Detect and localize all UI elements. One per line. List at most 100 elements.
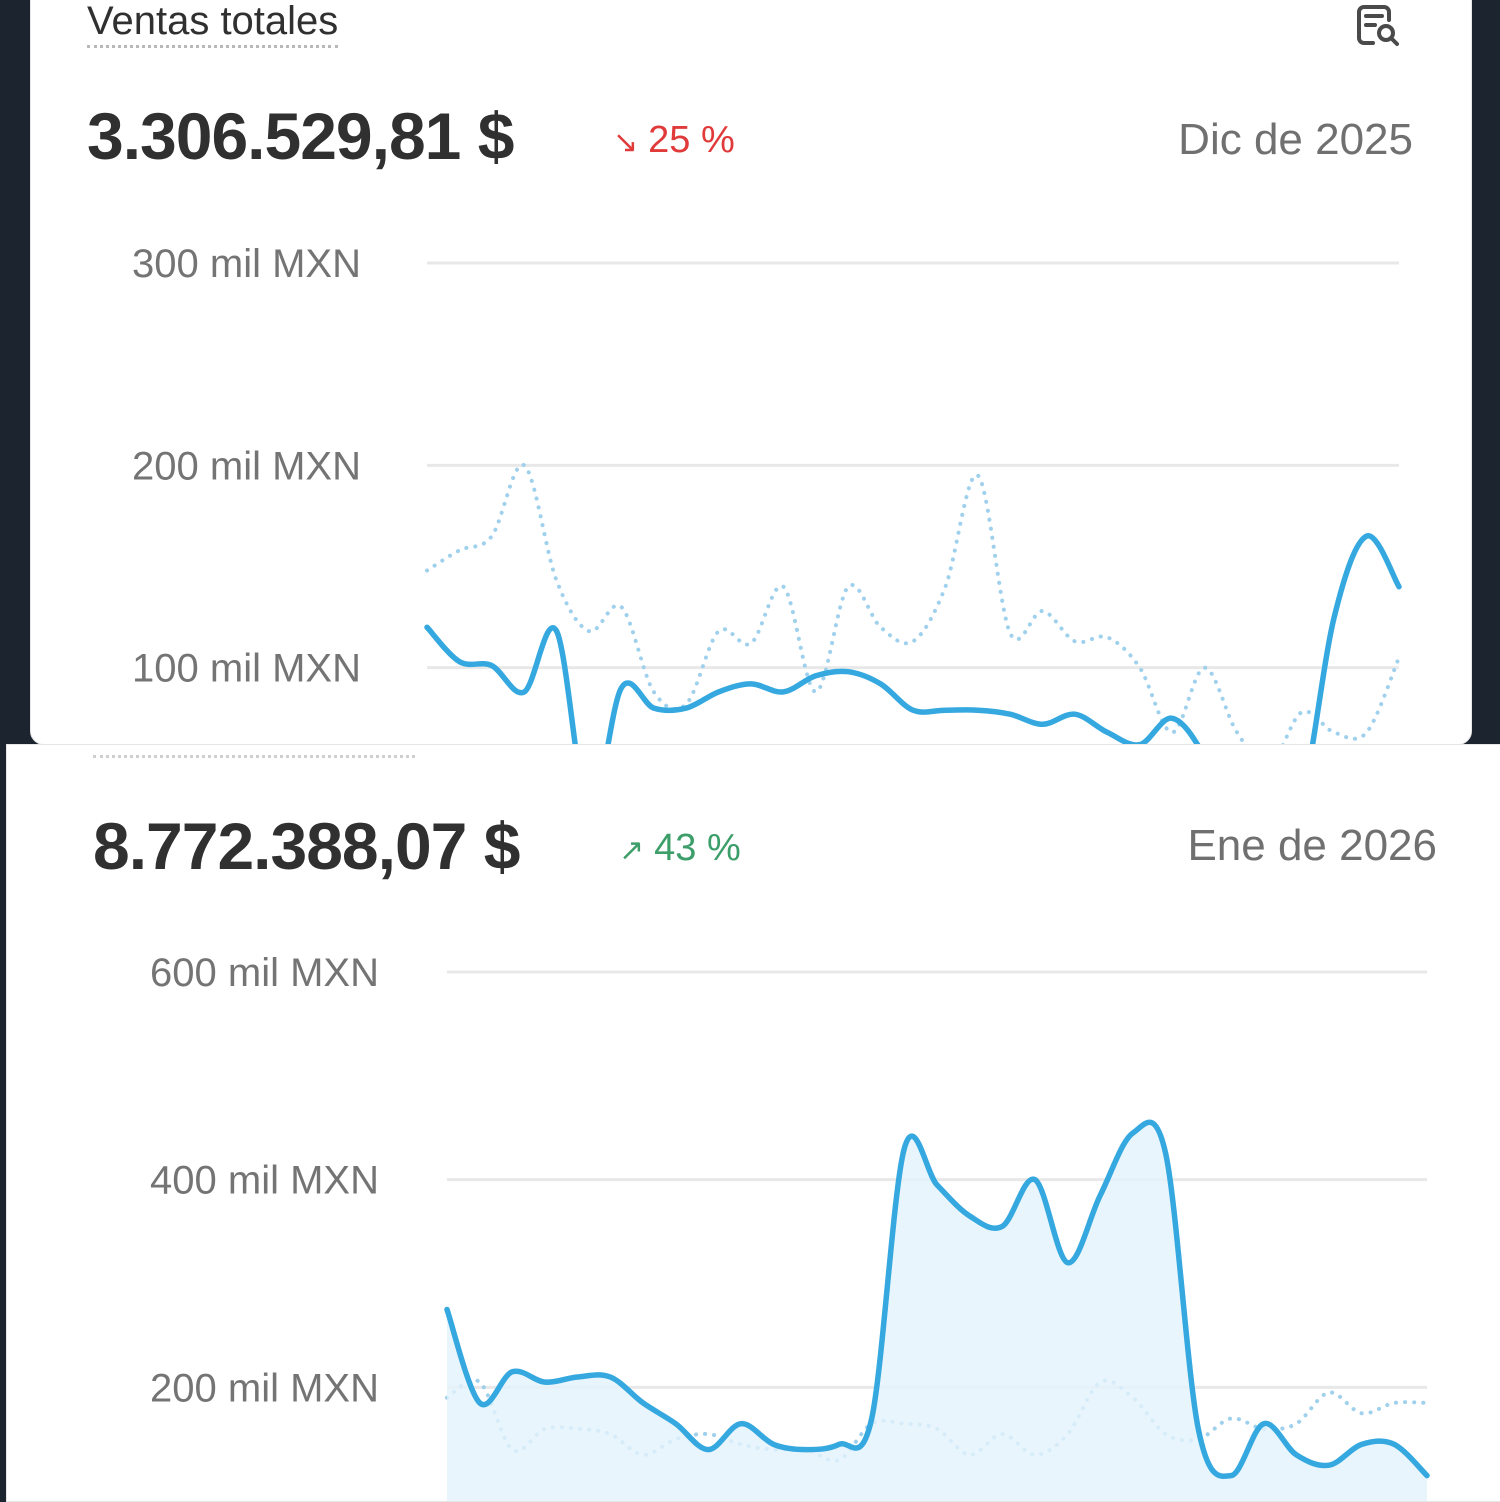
total-sales-value: 8.772.388,07 $ — [93, 809, 520, 883]
data-point[interactable] — [731, 1414, 751, 1434]
data-point[interactable] — [903, 631, 923, 651]
data-point[interactable] — [838, 577, 858, 597]
data-point[interactable] — [773, 577, 793, 597]
data-point[interactable] — [968, 465, 988, 485]
data-point[interactable] — [676, 698, 696, 718]
data-point[interactable] — [1324, 607, 1344, 627]
data-point[interactable] — [829, 1434, 849, 1454]
data-point[interactable] — [1221, 1409, 1241, 1429]
data-point[interactable] — [579, 621, 599, 641]
data-point[interactable] — [903, 700, 923, 720]
data-point[interactable] — [1357, 722, 1377, 742]
data-point[interactable] — [568, 1367, 588, 1387]
data-point[interactable] — [862, 1409, 882, 1429]
data-point[interactable] — [449, 540, 469, 560]
data-point[interactable] — [417, 617, 437, 637]
data-point[interactable] — [1000, 704, 1020, 724]
data-point[interactable] — [1058, 1253, 1078, 1273]
data-point[interactable] — [1286, 1414, 1306, 1434]
data-point[interactable] — [1130, 658, 1150, 678]
data-point[interactable] — [1292, 702, 1312, 722]
data-point[interactable] — [806, 666, 826, 686]
data-point[interactable] — [600, 1367, 620, 1387]
data-point[interactable] — [960, 1206, 980, 1226]
data-point[interactable] — [927, 1175, 947, 1195]
data-point[interactable] — [698, 1440, 718, 1460]
period-label[interactable]: Dic de 2025 — [1178, 115, 1413, 164]
data-point[interactable] — [871, 617, 891, 637]
trend-down-icon: ↘ — [613, 126, 639, 159]
data-point[interactable] — [611, 678, 631, 698]
data-point[interactable] — [1162, 708, 1182, 728]
data-point[interactable] — [1188, 1419, 1208, 1439]
data-point[interactable] — [871, 674, 891, 694]
data-point[interactable] — [611, 597, 631, 617]
data-point[interactable] — [633, 1393, 653, 1413]
data-point[interactable] — [1324, 722, 1344, 742]
data-point[interactable] — [1090, 1185, 1110, 1205]
data-point[interactable] — [741, 674, 761, 694]
change-badge: ↗ 43 % — [619, 828, 741, 871]
series-line — [444, 1119, 1430, 1479]
data-point[interactable] — [1156, 1144, 1176, 1164]
data-point[interactable] — [535, 1372, 555, 1392]
data-point[interactable] — [449, 652, 469, 672]
data-point[interactable] — [773, 682, 793, 702]
data-point[interactable] — [796, 1440, 816, 1460]
data-point[interactable] — [1254, 1414, 1274, 1434]
data-point[interactable] — [502, 1362, 522, 1382]
sales-chart[interactable]: 600 mil MXN 400 mil MXN 200 mil MXN — [7, 745, 1500, 1501]
data-point[interactable] — [1033, 714, 1053, 734]
data-point[interactable] — [1000, 623, 1020, 643]
data-point[interactable] — [992, 1216, 1012, 1236]
data-point[interactable] — [437, 1300, 457, 1320]
data-point[interactable] — [514, 682, 534, 702]
data-point[interactable] — [1319, 1455, 1339, 1475]
series-line — [425, 463, 1401, 744]
data-point[interactable] — [935, 577, 955, 597]
data-point[interactable] — [547, 621, 567, 641]
data-point[interactable] — [1033, 601, 1053, 621]
data-point[interactable] — [968, 700, 988, 720]
data-point[interactable] — [1227, 722, 1247, 742]
data-point[interactable] — [838, 662, 858, 682]
data-point[interactable] — [1065, 704, 1085, 724]
data-point[interactable] — [1286, 1445, 1306, 1465]
data-point[interactable] — [1384, 1434, 1404, 1454]
y-tick-label: 400 mil MXN — [150, 1159, 379, 1203]
data-point[interactable] — [935, 700, 955, 720]
data-point[interactable] — [1025, 1170, 1045, 1190]
data-point[interactable] — [1357, 526, 1377, 546]
data-point[interactable] — [709, 621, 729, 641]
data-point[interactable] — [1389, 648, 1409, 668]
data-point[interactable] — [644, 698, 664, 718]
data-point[interactable] — [1097, 722, 1117, 742]
data-point[interactable] — [1352, 1403, 1372, 1423]
data-point[interactable] — [1384, 1393, 1404, 1413]
data-point[interactable] — [1123, 1123, 1143, 1143]
data-point[interactable] — [1417, 1466, 1437, 1486]
data-point[interactable] — [547, 571, 567, 591]
data-point[interactable] — [894, 1139, 914, 1159]
data-point[interactable] — [482, 656, 502, 676]
period-label[interactable]: Ene de 2026 — [1187, 821, 1437, 870]
data-point[interactable] — [482, 526, 502, 546]
data-point[interactable] — [1195, 658, 1215, 678]
data-point[interactable] — [666, 1414, 686, 1434]
data-point[interactable] — [741, 633, 761, 653]
data-point[interactable] — [1389, 577, 1409, 597]
data-point[interactable] — [1352, 1434, 1372, 1454]
data-point[interactable] — [470, 1393, 490, 1413]
report-search-icon[interactable] — [1353, 1, 1403, 51]
data-point[interactable] — [1097, 627, 1117, 647]
data-point[interactable] — [764, 1434, 784, 1454]
data-point[interactable] — [417, 561, 437, 581]
data-point[interactable] — [1319, 1383, 1339, 1403]
data-point[interactable] — [514, 455, 534, 475]
sales-chart[interactable]: 300 mil MXN 200 mil MXN 100 mil MXN — [31, 0, 1471, 744]
card-title[interactable]: Ventas totales — [87, 0, 339, 48]
data-point[interactable] — [709, 682, 729, 702]
data-point[interactable] — [1417, 1393, 1437, 1413]
data-point[interactable] — [1221, 1466, 1241, 1486]
data-point[interactable] — [1065, 631, 1085, 651]
